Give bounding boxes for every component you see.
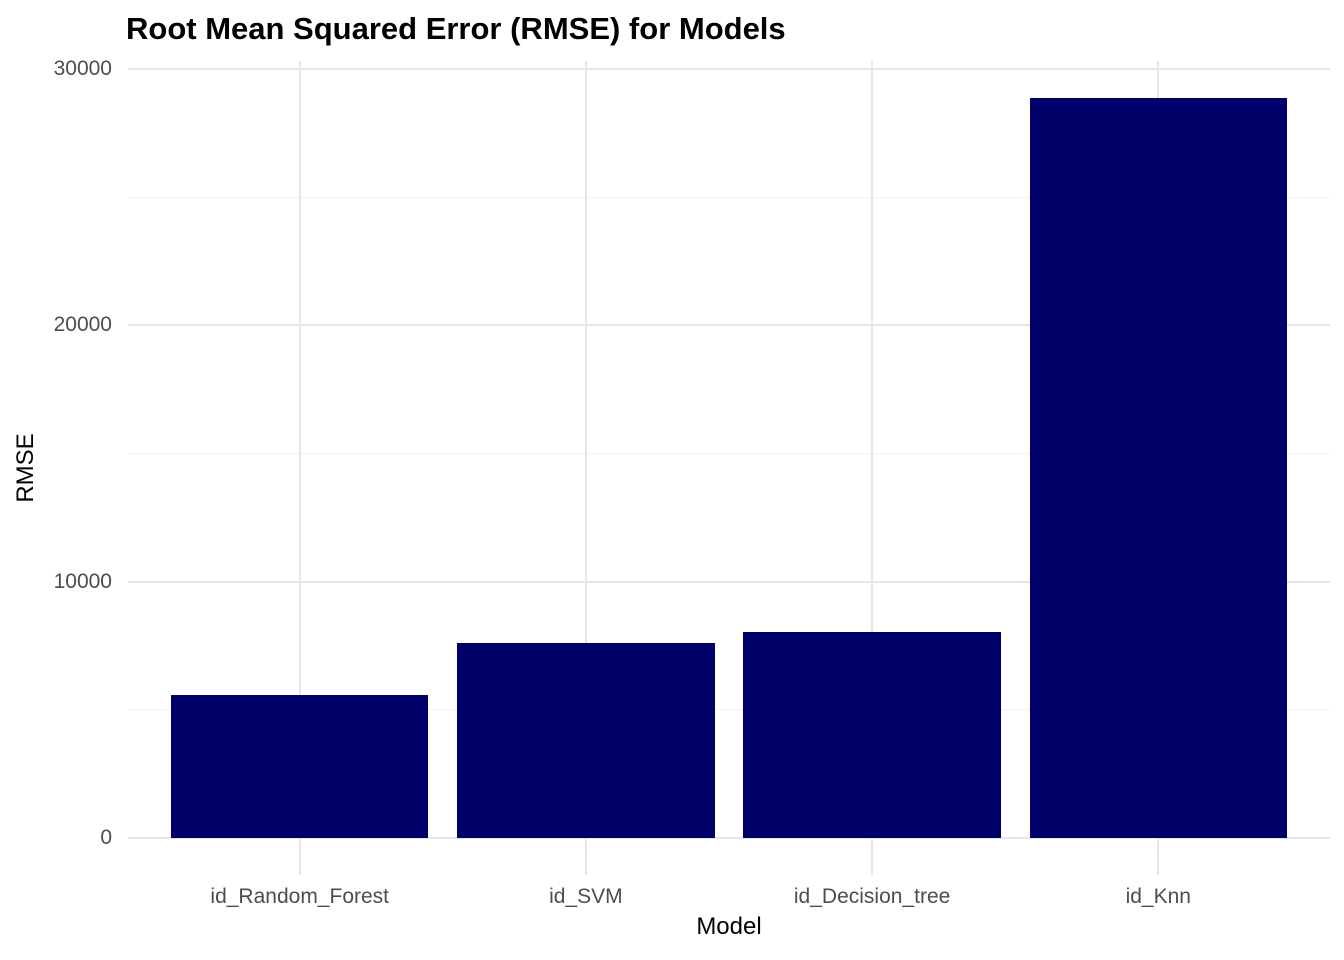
y-tick-label: 0 (100, 825, 112, 849)
gridline-major-vertical (871, 61, 874, 875)
gridline-major-horizontal (128, 67, 1330, 70)
gridline-minor-horizontal (128, 196, 1330, 198)
x-tick-label: id_Decision_tree (793, 885, 951, 908)
gridline-major-vertical (298, 61, 301, 875)
gridline-minor-horizontal (128, 452, 1330, 454)
bar-id_Decision_tree (743, 631, 1001, 838)
x-tick-label: id_Knn (1125, 885, 1191, 908)
plot-panel (128, 61, 1330, 875)
y-tick-label: 20000 (53, 313, 112, 337)
x-axis-title: Model (696, 913, 762, 940)
y-tick-label: 30000 (53, 56, 112, 80)
x-tick-label: id_SVM (549, 885, 623, 908)
y-tick-label: 10000 (53, 569, 112, 593)
bar-id_Random_Forest (170, 694, 429, 838)
chart-title: Root Mean Squared Error (RMSE) for Model… (126, 11, 786, 46)
gridline-major-horizontal (128, 580, 1330, 583)
y-axis-title: RMSE (12, 433, 39, 503)
gridline-minor-horizontal (128, 709, 1330, 711)
gridline-major-horizontal (128, 324, 1330, 327)
bar-id_SVM (457, 642, 715, 838)
x-tick-label: id_Random_Forest (210, 885, 389, 908)
gridline-major-horizontal (128, 836, 1330, 839)
bar-id_Knn (1029, 97, 1288, 838)
gridline-major-vertical (584, 61, 587, 875)
